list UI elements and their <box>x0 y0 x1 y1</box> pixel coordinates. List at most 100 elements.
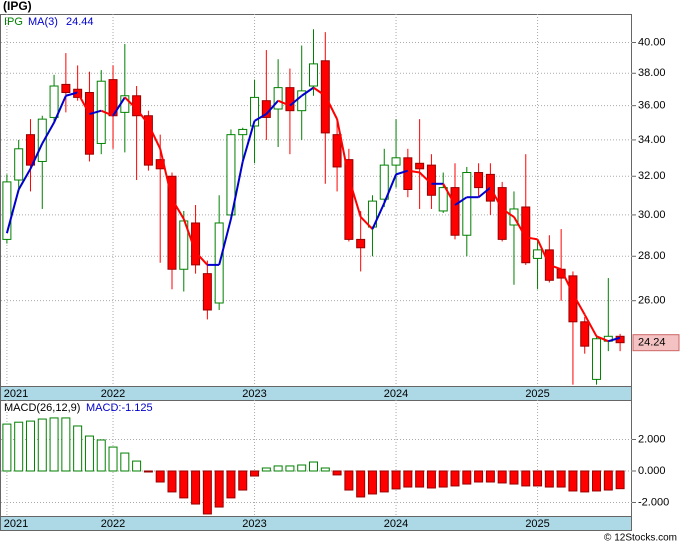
macd-bar <box>592 470 602 492</box>
macd-date-strip <box>0 516 632 531</box>
ma-segment <box>383 174 397 204</box>
ma-segment <box>89 109 102 116</box>
candle-body <box>285 87 295 112</box>
macd-bar <box>238 470 248 491</box>
macd-bar <box>462 470 472 485</box>
macd-bar <box>603 470 613 491</box>
candle-body <box>191 222 201 266</box>
candle-body <box>61 83 71 93</box>
macd-bar <box>25 420 35 472</box>
ma-segment <box>312 86 326 97</box>
macd-bar <box>132 460 142 472</box>
x-tick-label: 2021 <box>4 388 28 400</box>
x-tick-label: 2023 <box>242 388 266 400</box>
macd-bar <box>120 452 130 472</box>
ma-segment <box>277 99 291 107</box>
ma-segment <box>17 168 32 191</box>
macd-bar <box>426 470 436 489</box>
macd-bar <box>108 446 118 472</box>
macd-bar <box>191 470 201 505</box>
macd-bar <box>568 470 578 492</box>
candle-body <box>344 159 354 240</box>
macd-bar <box>179 470 189 499</box>
candle-body <box>379 164 389 200</box>
candle-body <box>592 338 602 380</box>
macd-bar <box>155 470 165 483</box>
y-tick-label: 36.00 <box>638 100 666 112</box>
y-tick-label: 38.00 <box>638 67 666 79</box>
candle-body <box>143 115 153 166</box>
macd-bar <box>37 418 47 472</box>
macd-bar <box>556 470 566 488</box>
y-tick-label: 28.00 <box>638 250 666 262</box>
x-tick-label: 2022 <box>101 518 125 530</box>
ma-segment <box>301 86 315 97</box>
macd-bar <box>509 470 519 485</box>
last-price-box <box>632 334 680 352</box>
legend-macd: MACD(26,12,9) <box>4 402 80 414</box>
ma-segment <box>159 148 173 200</box>
macd-bar <box>202 470 212 515</box>
ma-segment <box>29 143 44 170</box>
macd-bar <box>226 470 236 499</box>
macd-bar <box>497 470 507 484</box>
ma-segment <box>53 95 67 123</box>
ma-segment <box>395 169 409 176</box>
ma-segment <box>608 336 621 343</box>
macd-bar <box>580 470 590 493</box>
x-tick-label: 2023 <box>242 518 266 530</box>
ma-segment <box>135 108 150 125</box>
x-tick-label: 2024 <box>384 518 408 530</box>
ma-segment <box>254 113 267 122</box>
legend-macd-value: MACD:-1.125 <box>86 402 153 414</box>
chart-title: (IPG) <box>3 0 32 13</box>
candle-body <box>391 157 401 166</box>
ma-segment <box>442 183 456 206</box>
candle-body <box>167 175 177 270</box>
x-tick-label: 2025 <box>525 388 549 400</box>
x-tick-label: 2021 <box>4 518 28 530</box>
macd-bar <box>96 439 106 472</box>
ma-segment <box>336 118 350 179</box>
candle-body <box>250 96 260 127</box>
y-tick-label: 26.00 <box>638 295 666 307</box>
macd-bar <box>61 417 71 472</box>
candle-body <box>474 172 484 189</box>
y-tick-label: 0.000 <box>638 465 666 477</box>
ma-segment <box>218 218 232 266</box>
macd-bar <box>261 467 271 472</box>
ma-segment <box>347 177 362 218</box>
ma-segment <box>265 100 279 115</box>
ma-segment <box>65 91 78 97</box>
ma-segment <box>596 335 609 343</box>
ma-segment <box>501 208 515 218</box>
ma-segment <box>324 95 338 120</box>
ma-segment <box>477 186 492 198</box>
candle-body <box>14 148 24 181</box>
ma-segment <box>5 189 20 234</box>
ma-segment <box>182 218 197 253</box>
ma-segment <box>454 196 468 206</box>
ma-segment <box>418 171 433 185</box>
candle-body <box>2 181 12 240</box>
ma-segment <box>76 92 91 115</box>
candle-body <box>438 187 448 212</box>
y-tick-label: 2.000 <box>638 433 666 445</box>
macd-bar <box>2 423 12 472</box>
candle-body <box>533 249 543 259</box>
candle-body <box>415 162 425 170</box>
macd-bar <box>415 470 425 488</box>
candle-body <box>403 157 413 191</box>
macd-bar <box>391 470 401 490</box>
last-price-label: 24.24 <box>638 337 666 349</box>
macd-bar <box>521 470 531 487</box>
ma-segment <box>549 263 562 271</box>
candle-body <box>238 128 248 136</box>
macd-bar <box>84 435 94 472</box>
macd-bar <box>214 470 224 508</box>
candle-body <box>568 275 578 323</box>
candle-body <box>450 187 460 236</box>
macd-bar <box>379 470 389 493</box>
ma-segment <box>147 123 162 150</box>
legend-symbol: IPG <box>4 16 23 28</box>
